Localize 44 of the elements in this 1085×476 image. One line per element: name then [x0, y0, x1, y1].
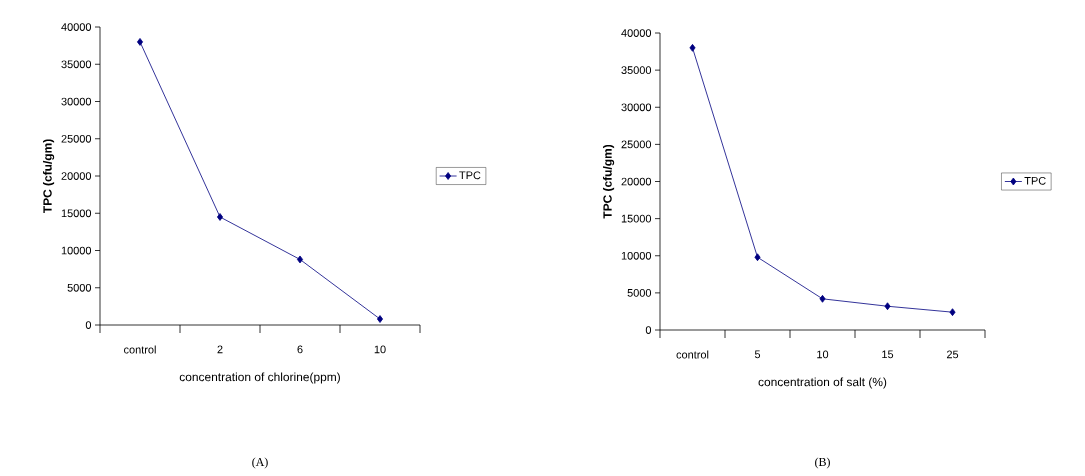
- y-tick-label: 35000: [61, 60, 92, 69]
- x-tick-label: 10: [374, 345, 386, 354]
- y-tick-label: 40000: [621, 29, 652, 37]
- y-tick-label: 0: [85, 321, 92, 329]
- y-axis-title: TPC (cfu/gm): [602, 144, 615, 219]
- y-tick-label: 5000: [627, 289, 652, 297]
- y-tick-label: 30000: [621, 103, 652, 112]
- point: [216, 213, 224, 221]
- x-tick-label: 15: [882, 350, 894, 359]
- y-tick-label: 5000: [67, 283, 92, 292]
- x-tick-label: control: [124, 345, 156, 354]
- y-tick-label: 0: [645, 326, 652, 334]
- point: [949, 308, 956, 317]
- point: [884, 302, 891, 311]
- point: [296, 255, 304, 264]
- text: (A): [252, 457, 268, 469]
- point: [754, 253, 761, 262]
- x-axis-title: concentration of chlorine(ppm): [179, 372, 340, 384]
- x-tick-label: control: [676, 350, 709, 359]
- legend-label: TPC: [1024, 176, 1046, 185]
- point: [376, 315, 384, 323]
- y-tick-label: 25000: [621, 140, 652, 149]
- text: (B): [815, 457, 830, 469]
- y-tick-label: 30000: [61, 97, 92, 106]
- y-tick-label: 20000: [621, 177, 652, 186]
- point: [819, 294, 826, 303]
- y-axis-title: TPC (cfu/gm): [42, 139, 55, 214]
- y-tick-label: 25000: [61, 134, 92, 143]
- y-tick-label: 40000: [61, 23, 92, 31]
- x-tick-label: 10: [817, 350, 829, 359]
- x-tick-label: 2: [217, 345, 223, 354]
- x-tick-label: 25: [946, 350, 959, 359]
- point: [689, 43, 696, 52]
- y-tick-label: 15000: [61, 209, 92, 218]
- x-tick-label: 6: [297, 345, 303, 354]
- x-tick-label: 5: [754, 350, 761, 359]
- y-tick-label: 10000: [621, 251, 652, 260]
- y-tick-label: 20000: [61, 172, 92, 180]
- y-tick-label: 35000: [621, 66, 652, 75]
- point: [136, 38, 144, 46]
- y-tick-label: 10000: [61, 246, 92, 255]
- y-tick-label: 15000: [621, 214, 652, 223]
- legend-label: TPC: [459, 171, 481, 180]
- x-axis-title: concentration of salt (%): [758, 377, 887, 389]
